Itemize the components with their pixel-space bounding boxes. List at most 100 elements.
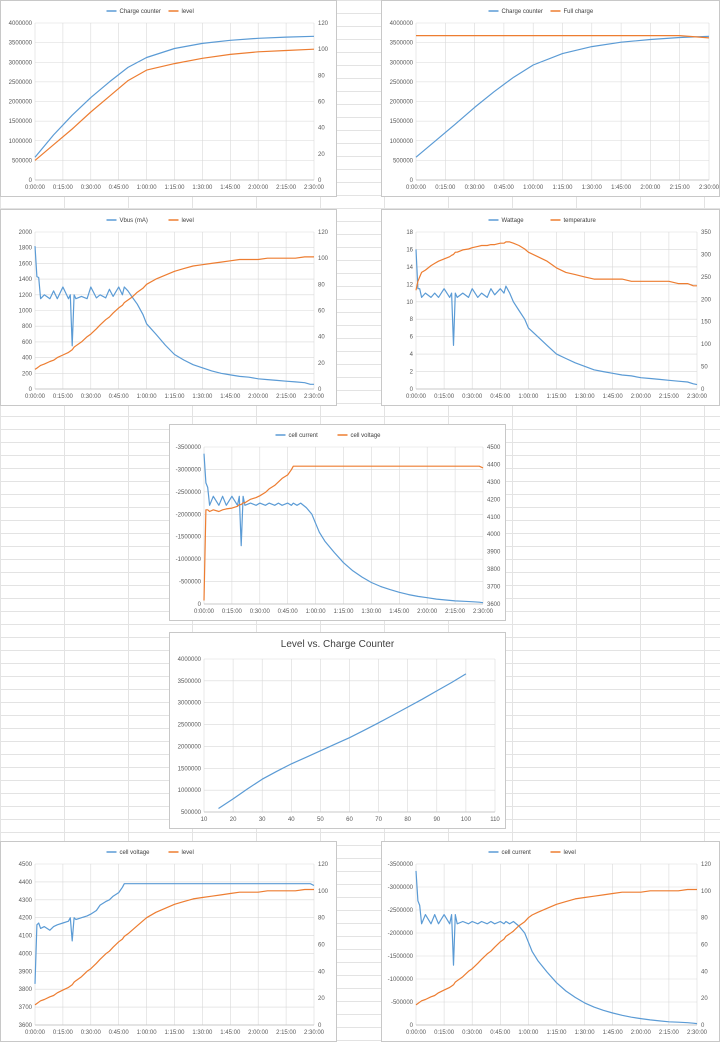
y-left-tick-label: 0 — [410, 1023, 414, 1029]
x-tick-label: 90 — [433, 817, 440, 823]
x-tick-label: 0:30:00 — [462, 1030, 483, 1036]
y-left-tick-label: 0 — [29, 387, 33, 393]
y-right-tick-label: 4100 — [487, 515, 501, 521]
x-tick-label: 2:15:00 — [276, 394, 297, 400]
x-tick-label: 1:15:00 — [333, 609, 354, 615]
legend-label: cell voltage — [351, 433, 382, 439]
y-right-tick-label: 0 — [701, 1023, 705, 1029]
y-left-tick-label: 1500000 — [9, 119, 33, 125]
series-line-temperature — [415, 241, 697, 291]
x-tick-label: 50 — [317, 817, 324, 823]
y-right-tick-label: 300 — [701, 252, 712, 258]
y-left-tick-label: 6 — [410, 335, 414, 341]
y-left-tick-label: -1000000 — [388, 977, 414, 983]
chart-panel-6: Level vs. Charge Counter 10 20 30 40 50 60 70 80… — [169, 632, 506, 829]
x-tick-label: 1:00:00 — [523, 185, 544, 191]
y-right-tick-label: 100 — [701, 342, 712, 348]
y-right-tick-label: 120 — [318, 230, 329, 236]
y-right-tick-label: 4300 — [487, 480, 501, 486]
x-tick-label: 0:30:00 — [81, 1030, 102, 1036]
y-left-tick-label: 4 — [410, 352, 414, 358]
x-tick-label: 2:15:00 — [670, 185, 691, 191]
y-right-tick-label: 40 — [318, 126, 325, 132]
legend-label: level — [182, 850, 194, 856]
x-tick-label: 0:15:00 — [53, 394, 74, 400]
y-left-tick-label: -2000000 — [388, 931, 414, 937]
y-left-tick-label: -500000 — [391, 1000, 414, 1006]
y-left-tick-label: 800 — [22, 324, 33, 330]
x-tick-label: 0:15:00 — [435, 185, 456, 191]
y-right-tick-label: 0 — [318, 387, 322, 393]
y-left-tick-label: 1000000 — [178, 788, 202, 794]
y-right-tick-label: 60 — [318, 943, 325, 949]
x-tick-label: 1:30:00 — [192, 185, 213, 191]
legend-label: level — [564, 850, 576, 856]
legend-label: Wattage — [502, 218, 525, 224]
x-tick-label: 0:00:00 — [406, 1030, 427, 1036]
y-left-tick-label: 3500000 — [178, 679, 202, 685]
y-right-tick-label: 60 — [318, 100, 325, 106]
y-left-tick-label: 4000000 — [390, 21, 414, 27]
y-right-tick-label: 250 — [701, 275, 712, 281]
y-left-tick-label: 3700 — [19, 1005, 33, 1011]
x-tick-label: 1:45:00 — [611, 185, 632, 191]
x-tick-label: 0:00:00 — [25, 185, 46, 191]
y-left-tick-label: 4500 — [19, 862, 33, 868]
y-left-tick-label: 3000000 — [390, 60, 414, 66]
x-tick-label: 1:15:00 — [164, 185, 185, 191]
x-tick-label: 0:00:00 — [25, 1030, 46, 1036]
y-left-tick-label: 12 — [406, 282, 413, 288]
legend-label: temperature — [564, 218, 597, 224]
x-tick-label: 1:45:00 — [220, 185, 241, 191]
chart-panel-7: 0:00:00 0:15:00 0:30:00 0:45:00 1:00:00 1:15:… — [0, 841, 337, 1042]
y-right-tick-label: 0 — [318, 178, 322, 184]
x-tick-label: 1:30:00 — [575, 1030, 596, 1036]
y-left-tick-label: 2000000 — [9, 100, 33, 106]
y-left-tick-label: 2500000 — [178, 723, 202, 729]
y-right-tick-label: 3700 — [487, 585, 501, 591]
series-line-level — [34, 48, 315, 161]
chart-panel-1: 0:00:00 0:15:00 0:30:00 0:45:00 1:00:00 1:15:… — [0, 0, 337, 197]
y-left-tick-label: 500000 — [181, 810, 202, 816]
chart-panel-4: 0:00:00 0:15:00 0:30:00 0:45:00 1:00:00 1:15:… — [381, 209, 720, 406]
x-tick-label: 0:45:00 — [490, 1030, 511, 1036]
x-tick-label: 0:15:00 — [222, 609, 243, 615]
y-left-tick-label: -1500000 — [176, 535, 202, 541]
legend-label: Charge counter — [502, 9, 543, 15]
x-tick-label: 1:15:00 — [552, 185, 573, 191]
x-tick-label: 0:00:00 — [406, 185, 427, 191]
y-left-tick-label: 18 — [406, 230, 413, 236]
y-left-tick-label: 1200 — [19, 293, 33, 299]
y-left-tick-label: 2000 — [19, 230, 33, 236]
y-left-tick-label: 500000 — [393, 158, 414, 164]
x-tick-label: 1:45:00 — [603, 394, 624, 400]
x-tick-label: 0:00:00 — [194, 609, 215, 615]
x-tick-label: 0:30:00 — [81, 185, 102, 191]
x-tick-label: 1:00:00 — [137, 394, 158, 400]
y-left-tick-label: 3500000 — [9, 41, 33, 47]
chart-panel-5: 0:00:00 0:15:00 0:30:00 0:45:00 1:00:00 1:15:… — [169, 424, 506, 621]
x-tick-label: 1:00:00 — [518, 394, 539, 400]
y-left-tick-label: 500000 — [12, 158, 33, 164]
x-tick-label: 2:15:00 — [659, 1030, 680, 1036]
x-tick-label: 0:45:00 — [494, 185, 515, 191]
chart-panel-8: 0:00:00 0:15:00 0:30:00 0:45:00 1:00:00 1:15:… — [381, 841, 720, 1042]
y-left-tick-label: 2000000 — [390, 100, 414, 106]
x-tick-label: 0:15:00 — [53, 1030, 74, 1036]
y-left-tick-label: 2500000 — [9, 80, 33, 86]
x-tick-label: 1:45:00 — [220, 1030, 241, 1036]
y-left-tick-label: 2 — [410, 370, 414, 376]
x-tick-label: 0:45:00 — [109, 1030, 130, 1036]
x-tick-label: 1:30:00 — [192, 394, 213, 400]
x-tick-label: 0:00:00 — [25, 394, 46, 400]
x-tick-label: 2:00:00 — [631, 1030, 652, 1036]
chart-2-svg: 0:00:00 0:15:00 0:30:00 0:45:00 1:00:00 1:15:… — [390, 9, 719, 191]
chart-7-svg: 0:00:00 0:15:00 0:30:00 0:45:00 1:00:00 1:15:… — [19, 850, 329, 1036]
y-left-tick-label: 600 — [22, 340, 33, 346]
chart-5-svg: 0:00:00 0:15:00 0:30:00 0:45:00 1:00:00 1:15:… — [176, 433, 501, 615]
y-left-tick-label: -1500000 — [388, 954, 414, 960]
x-tick-label: 2:30:00 — [304, 1030, 325, 1036]
x-tick-label: 2:15:00 — [276, 185, 297, 191]
y-left-tick-label: 3600 — [19, 1023, 33, 1029]
series-line-level — [34, 888, 314, 1006]
